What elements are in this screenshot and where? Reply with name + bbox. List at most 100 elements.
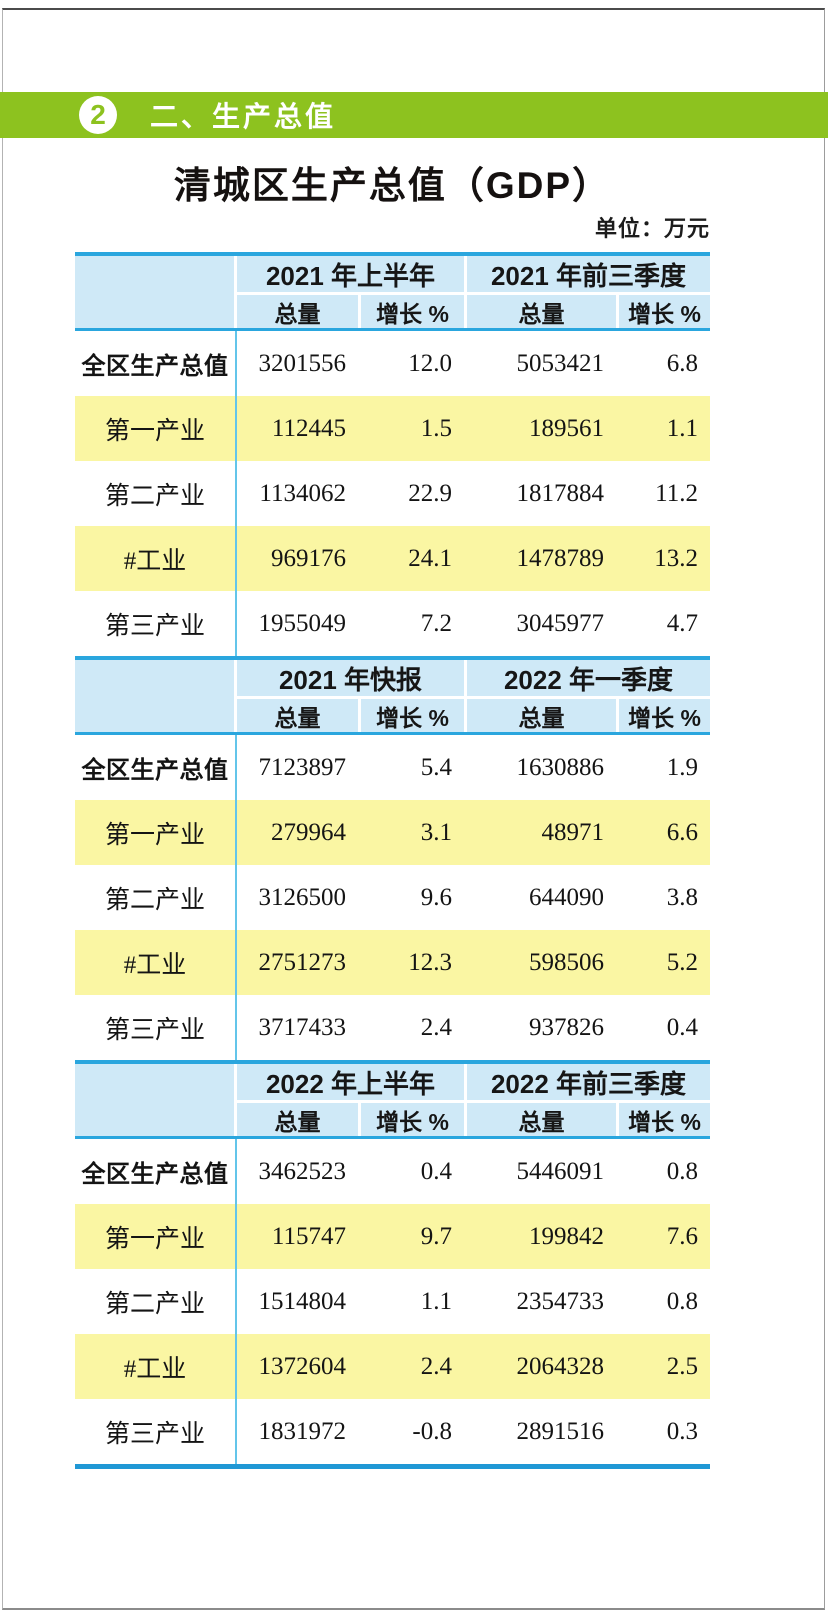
table-row: 第三产业 3717433 2.4 937826 0.4 bbox=[75, 995, 710, 1060]
value-cell: 3126500 bbox=[258, 883, 347, 911]
value-cell: 9.6 bbox=[420, 883, 452, 911]
row-label: 全区生产总值 bbox=[75, 331, 237, 396]
period-header-left: 2021 年上半年 bbox=[237, 256, 464, 295]
value-cell: 22.9 bbox=[408, 479, 452, 507]
table-row: 第一产业 279964 3.1 48971 6.6 bbox=[75, 800, 710, 865]
value-cell: 3462523 bbox=[258, 1157, 347, 1185]
value-cell: 1630886 bbox=[516, 753, 605, 781]
section-number-badge: 2 bbox=[79, 96, 117, 134]
table-row: #工业 1372604 2.4 2064328 2.5 bbox=[75, 1334, 710, 1399]
value-cell: 644090 bbox=[529, 883, 604, 911]
table-header: 2022 年上半年 2022 年前三季度 总量 增长 % 总量 增长 % bbox=[75, 1060, 710, 1139]
value-cell: 937826 bbox=[529, 1013, 604, 1041]
value-cell: 13.2 bbox=[654, 544, 698, 572]
table-row: 全区生产总值 3462523 0.4 5446091 0.8 bbox=[75, 1139, 710, 1204]
value-cell: 0.4 bbox=[420, 1157, 452, 1185]
value-cell: 6.6 bbox=[666, 818, 698, 846]
value-cell: 2.4 bbox=[420, 1352, 452, 1380]
value-cell: 11.2 bbox=[655, 479, 698, 507]
col-header-total: 总量 bbox=[274, 704, 321, 731]
value-cell: 1478789 bbox=[516, 544, 605, 572]
value-cell: 9.7 bbox=[420, 1222, 452, 1250]
value-cell: 115747 bbox=[271, 1222, 346, 1250]
value-cell: 6.8 bbox=[666, 349, 698, 377]
value-cell: 1514804 bbox=[258, 1287, 347, 1315]
value-cell: 1.5 bbox=[420, 414, 452, 442]
value-cell: 112445 bbox=[271, 414, 346, 442]
value-cell: 7.2 bbox=[420, 609, 452, 637]
value-cell: 1134062 bbox=[259, 479, 346, 507]
value-cell: 12.3 bbox=[408, 948, 452, 976]
header-label-spacer bbox=[75, 1064, 237, 1136]
table-section-3: 2022 年上半年 2022 年前三季度 总量 增长 % 总量 增长 % 全区生… bbox=[75, 1060, 710, 1464]
value-cell: 1.9 bbox=[666, 753, 698, 781]
value-cell: 3201556 bbox=[258, 349, 347, 377]
row-label: 第三产业 bbox=[75, 591, 237, 656]
table-row: 第二产业 1134062 22.9 1817884 11.2 bbox=[75, 461, 710, 526]
value-cell: 3045977 bbox=[516, 609, 605, 637]
value-cell: 2891516 bbox=[516, 1417, 605, 1445]
row-label: 第三产业 bbox=[75, 995, 237, 1060]
value-cell: 5.2 bbox=[666, 948, 698, 976]
col-header-total: 总量 bbox=[464, 699, 616, 732]
value-cell: 189561 bbox=[529, 414, 604, 442]
value-cell: 1.1 bbox=[420, 1287, 452, 1315]
col-header-growth: 增长 % bbox=[358, 699, 464, 732]
period-header-left: 2021 年快报 bbox=[237, 660, 464, 699]
value-cell: 24.1 bbox=[408, 544, 452, 572]
table-row: 全区生产总值 7123897 5.4 1630886 1.9 bbox=[75, 735, 710, 800]
gdp-table: 2021 年上半年 2021 年前三季度 总量 增长 % 总量 增长 % 全区生… bbox=[75, 252, 710, 1469]
unit-label: 单位：万元 bbox=[594, 216, 710, 241]
period-header-right: 2022 年一季度 bbox=[464, 660, 710, 699]
table-row: 第二产业 3126500 9.6 644090 3.8 bbox=[75, 865, 710, 930]
value-cell: 5053421 bbox=[516, 349, 605, 377]
table-header: 2021 年上半年 2021 年前三季度 总量 增长 % 总量 增长 % bbox=[75, 252, 710, 331]
period-header-right: 2022 年前三季度 bbox=[464, 1064, 710, 1103]
value-cell: 598506 bbox=[529, 948, 604, 976]
col-header-total: 总量 bbox=[274, 1108, 321, 1135]
value-cell: 969176 bbox=[271, 544, 346, 572]
col-header-growth: 增长 % bbox=[358, 295, 464, 328]
value-cell: 7.6 bbox=[666, 1222, 698, 1250]
value-cell: 1372604 bbox=[258, 1352, 347, 1380]
row-label: 第二产业 bbox=[75, 1269, 237, 1334]
period-header-left: 2022 年上半年 bbox=[237, 1064, 464, 1103]
col-header-growth: 增长 % bbox=[616, 1103, 710, 1136]
table-row: 全区生产总值 3201556 12.0 5053421 6.8 bbox=[75, 331, 710, 396]
value-cell: 3717433 bbox=[258, 1013, 347, 1041]
value-cell: 199842 bbox=[529, 1222, 604, 1250]
col-header-growth: 增长 % bbox=[616, 699, 710, 732]
value-cell: 4.7 bbox=[666, 609, 698, 637]
section-header-bar: 2 二、生产总值 bbox=[0, 92, 828, 138]
value-cell: 1955049 bbox=[258, 609, 347, 637]
row-label: 全区生产总值 bbox=[75, 1139, 237, 1204]
value-cell: 0.4 bbox=[666, 1013, 698, 1041]
row-label: 第一产业 bbox=[75, 1204, 237, 1269]
value-cell: 1831972 bbox=[258, 1417, 347, 1445]
row-label: 第一产业 bbox=[75, 396, 237, 461]
col-header-total: 总量 bbox=[464, 1103, 616, 1136]
value-cell: 2354733 bbox=[516, 1287, 605, 1315]
section-number: 2 bbox=[90, 99, 106, 130]
value-cell: 2064328 bbox=[516, 1352, 605, 1380]
value-cell: 2.4 bbox=[420, 1013, 452, 1041]
section-title: 二、生产总值 bbox=[150, 101, 337, 132]
value-cell: 0.3 bbox=[666, 1417, 698, 1445]
value-cell: 12.0 bbox=[408, 349, 452, 377]
table-row: 第三产业 1831972 -0.8 2891516 0.3 bbox=[75, 1399, 710, 1464]
table-section-2: 2021 年快报 2022 年一季度 总量 增长 % 总量 增长 % 全区生产总… bbox=[75, 656, 710, 1060]
col-header-growth: 增长 % bbox=[358, 1103, 464, 1136]
row-label: #工业 bbox=[75, 526, 237, 591]
row-label: #工业 bbox=[75, 1334, 237, 1399]
value-cell: 0.8 bbox=[666, 1157, 698, 1185]
value-cell: 48971 bbox=[541, 818, 605, 846]
row-label: 第二产业 bbox=[75, 865, 237, 930]
col-header-total: 总量 bbox=[464, 295, 616, 328]
value-cell: 1.1 bbox=[666, 414, 698, 442]
value-cell: -0.8 bbox=[412, 1417, 452, 1445]
row-label: #工业 bbox=[75, 930, 237, 995]
value-cell: 7123897 bbox=[258, 753, 347, 781]
table-row: #工业 969176 24.1 1478789 13.2 bbox=[75, 526, 710, 591]
col-header-total: 总量 bbox=[274, 300, 321, 327]
table-row: 第三产业 1955049 7.2 3045977 4.7 bbox=[75, 591, 710, 656]
